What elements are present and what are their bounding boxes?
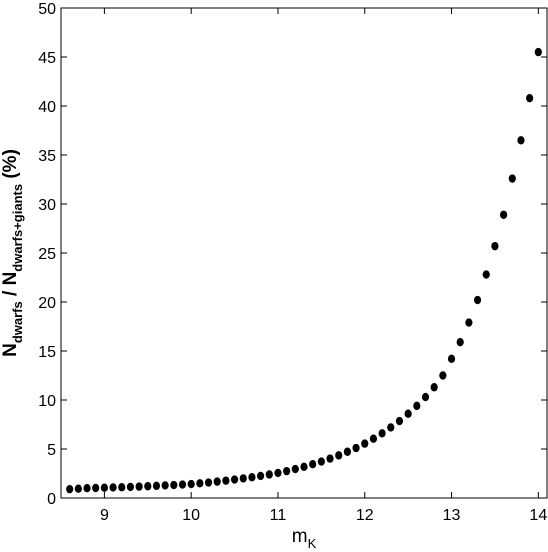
data-point-41 xyxy=(421,392,430,402)
data-point-48 xyxy=(482,270,490,279)
data-point-26 xyxy=(291,464,299,474)
data-point-7 xyxy=(126,482,135,492)
data-point-10 xyxy=(152,481,161,491)
x-tick-label-5: 14 xyxy=(529,507,547,524)
data-point-25 xyxy=(283,466,291,476)
data-point-44 xyxy=(447,354,456,364)
data-point-32 xyxy=(343,447,351,456)
data-point-33 xyxy=(352,443,360,453)
data-point-40 xyxy=(413,401,421,411)
x-tick-label-1: 10 xyxy=(182,507,200,524)
data-point-34 xyxy=(361,439,369,448)
data-point-13 xyxy=(178,480,187,489)
data-point-52 xyxy=(517,136,525,145)
data-point-45 xyxy=(456,337,464,347)
x-axis-label: mK xyxy=(292,526,317,551)
y-tick-label-8: 40 xyxy=(38,99,56,116)
data-point-43 xyxy=(439,371,447,380)
data-point-28 xyxy=(309,459,317,469)
data-point-3 xyxy=(92,483,100,493)
plot-frame xyxy=(60,7,548,499)
data-point-37 xyxy=(387,423,395,432)
data-point-8 xyxy=(135,482,143,491)
y-tick-label-6: 30 xyxy=(38,197,56,214)
y-tick-label-7: 35 xyxy=(38,148,56,165)
data-point-4 xyxy=(100,483,108,492)
data-point-5 xyxy=(109,483,117,492)
data-point-9 xyxy=(144,482,152,491)
y-tick-label-10: 50 xyxy=(38,1,56,18)
data-point-39 xyxy=(404,409,412,418)
y-axis-label: Ndwarfs / Ndwarfs+giants (%) xyxy=(0,149,25,357)
data-point-12 xyxy=(170,480,178,490)
data-point-20 xyxy=(239,474,247,483)
data-point-2 xyxy=(83,484,91,493)
x-tick-label-2: 11 xyxy=(270,507,287,524)
data-point-46 xyxy=(465,318,473,327)
y-tick-label-5: 25 xyxy=(38,246,56,263)
data-point-23 xyxy=(265,470,273,479)
data-point-36 xyxy=(378,429,386,438)
data-point-54 xyxy=(534,47,542,57)
tick-labels: 9 10 11 12 13 14 0 5 10 15 20 25 30 35 40 45 50 xyxy=(38,1,547,524)
x-tick-label-0: 9 xyxy=(100,507,109,524)
data-point-53 xyxy=(526,93,534,103)
data-point-11 xyxy=(161,481,169,490)
data-point-1 xyxy=(74,484,82,493)
axis-ticks xyxy=(61,7,547,499)
data-point-22 xyxy=(257,471,265,481)
data-point-50 xyxy=(500,210,508,219)
y-tick-label-4: 20 xyxy=(38,295,56,312)
data-point-17 xyxy=(213,477,221,486)
data-point-49 xyxy=(491,241,499,251)
y-tick-label-3: 15 xyxy=(38,344,56,361)
y-tick-label-9: 45 xyxy=(38,50,56,67)
data-point-18 xyxy=(222,476,230,485)
y-tick-label-1: 5 xyxy=(47,442,56,459)
data-point-21 xyxy=(248,473,256,482)
data-point-29 xyxy=(317,457,325,466)
data-point-42 xyxy=(430,383,438,392)
x-tick-label-4: 13 xyxy=(443,507,461,524)
data-point-31 xyxy=(335,451,343,460)
data-point-27 xyxy=(300,462,308,472)
data-point-15 xyxy=(196,479,204,488)
y-tick-label-2: 10 xyxy=(38,393,56,410)
data-point-38 xyxy=(395,416,404,426)
data-point-16 xyxy=(204,478,213,487)
y-tick-label-0: 0 xyxy=(47,491,56,508)
x-tick-label-3: 12 xyxy=(356,507,374,524)
data-point-51 xyxy=(508,174,516,183)
data-point-6 xyxy=(118,483,126,492)
data-point-35 xyxy=(369,434,378,443)
data-point-14 xyxy=(187,479,195,489)
data-point-30 xyxy=(326,454,334,463)
data-point-0 xyxy=(66,484,74,494)
data-point-24 xyxy=(274,468,282,478)
data-point-19 xyxy=(230,475,239,484)
data-point-47 xyxy=(473,295,482,305)
data-points xyxy=(66,47,542,494)
